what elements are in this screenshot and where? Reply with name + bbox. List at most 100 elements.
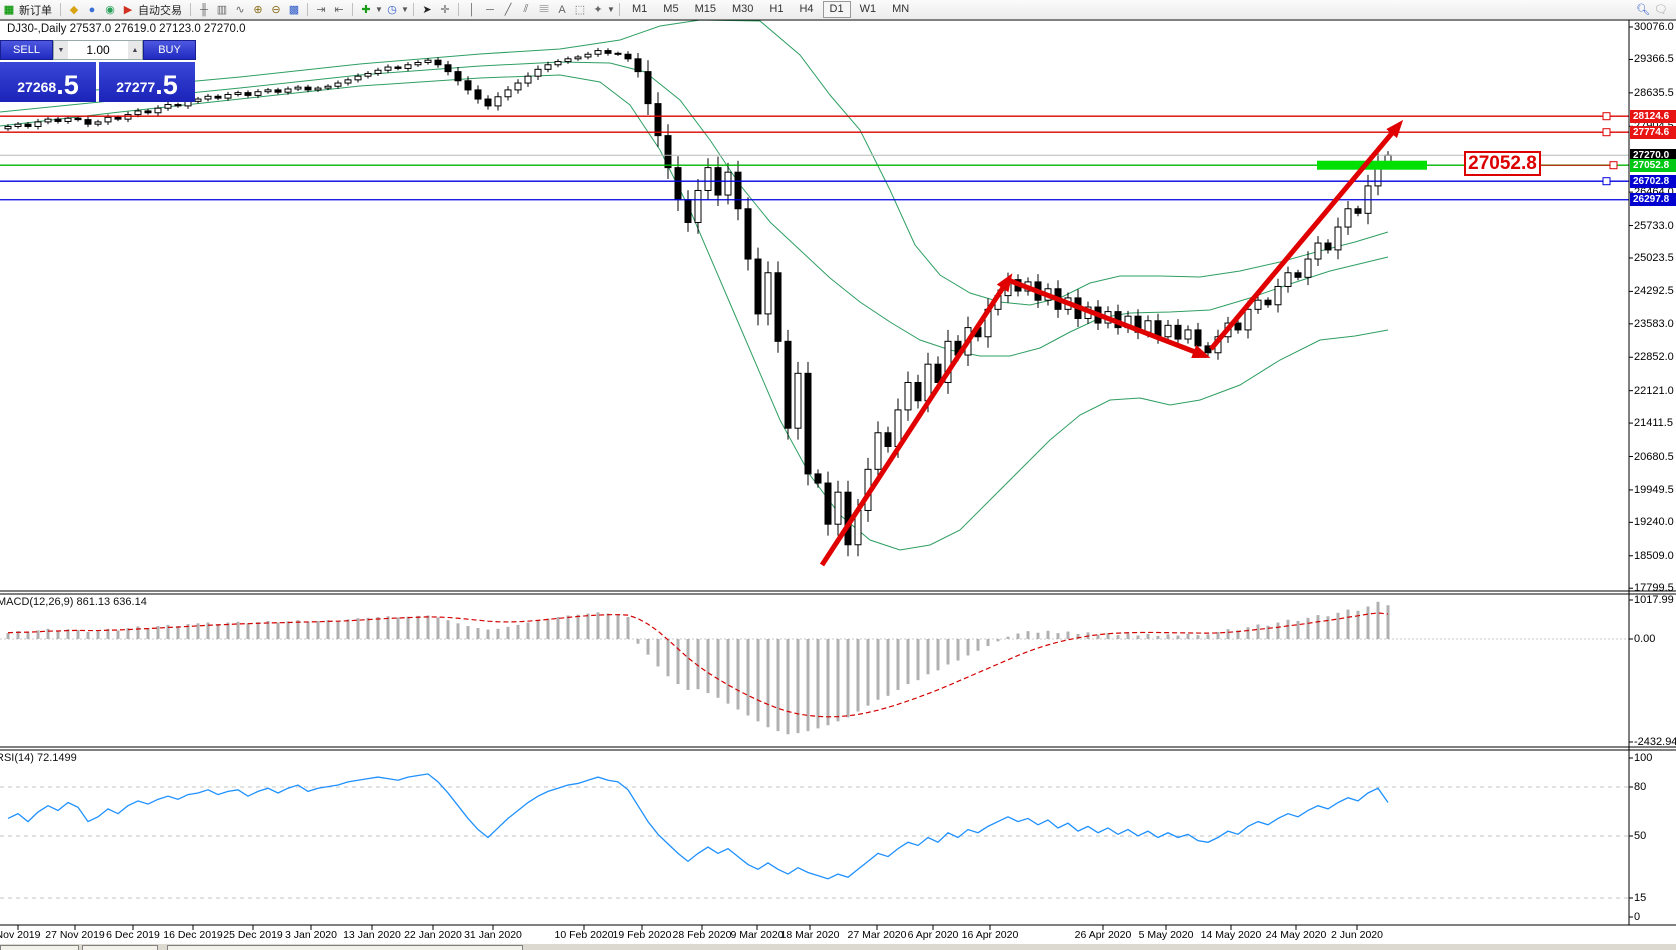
date-label: 13 Jan 2020 (343, 929, 401, 941)
date-label: 27 Mar 2020 (847, 929, 907, 941)
date-label: 22 Jan 2020 (404, 929, 462, 941)
text-icon[interactable]: A (558, 3, 566, 16)
bar-chart-icon[interactable]: ╫ (200, 3, 208, 16)
timeframe-button-m30[interactable]: M30 (731, 3, 754, 15)
trend-arrow-segment[interactable] (819, 273, 1013, 567)
vertical-line-icon[interactable]: │ (468, 3, 476, 16)
chart-tab-1[interactable] (0, 945, 79, 950)
date-label: 2 Jun 2020 (1331, 929, 1383, 941)
rsi-scale-label: 50 (1634, 830, 1647, 842)
sell-button[interactable]: SELL (0, 40, 53, 60)
bull-candle (544, 64, 552, 70)
bull-candle (234, 92, 242, 95)
search-icon[interactable]: 🔍︎ (1636, 4, 1650, 16)
zoom-out-icon[interactable]: ⊖ (271, 4, 281, 16)
candlestick-chart-icon[interactable]: ▥ (216, 4, 228, 16)
trend-arrow-segment[interactable] (1007, 277, 1211, 358)
chart-tab-3[interactable] (167, 945, 523, 950)
tile-windows-icon[interactable]: ▩ (288, 4, 300, 16)
bull-candle (264, 89, 272, 93)
line-anchor-marker[interactable] (1602, 128, 1611, 137)
bull-candle (1304, 258, 1312, 278)
bull-candle (1274, 285, 1282, 306)
line-anchor-marker[interactable] (1602, 112, 1611, 121)
price-tick-label: 24292.5 (1634, 285, 1674, 298)
macd-signal-line (7, 612, 1389, 718)
chart-tab-2[interactable] (82, 945, 158, 950)
indicators-icon[interactable]: ✚ (361, 4, 371, 16)
price-tag-26702.8: 26702.8 (1630, 174, 1676, 188)
volume-decrease-button[interactable]: ▼ (54, 41, 68, 59)
new-order-icon[interactable]: ▦ (3, 4, 15, 16)
period-dropdown-icon[interactable]: ▼ (401, 5, 409, 14)
line-anchor-marker[interactable] (1602, 177, 1611, 186)
bear-candle (1234, 322, 1242, 331)
toolbar-separator (413, 3, 414, 16)
price-tick-label: 19949.5 (1634, 483, 1674, 496)
buy-button[interactable]: BUY (143, 40, 196, 60)
date-label: 28 Feb 2020 (672, 929, 732, 941)
price-tick-label: 25023.5 (1634, 251, 1674, 264)
bear-candle (1194, 329, 1202, 347)
text-label-icon[interactable]: ⬚ (574, 4, 586, 16)
callout-anchor-marker[interactable] (1609, 161, 1618, 170)
trendline-icon[interactable]: ╱ (504, 4, 512, 16)
timeframe-button-d1[interactable]: D1 (822, 1, 851, 18)
price-callout-label[interactable]: 27052.8 (1464, 151, 1541, 176)
cursor-icon[interactable]: ➤ (422, 4, 432, 16)
timeframe-button-h1[interactable]: H1 (769, 3, 784, 15)
timeframe-button-m15[interactable]: M15 (694, 3, 716, 15)
timeframe-button-h4[interactable]: H4 (799, 3, 814, 15)
timeframe-button-w1[interactable]: W1 (859, 3, 877, 15)
bull-candle (124, 114, 132, 120)
highlight-zone-rectangle[interactable] (1317, 160, 1427, 170)
shapes-icon[interactable]: ✦ (593, 4, 603, 16)
toolbar: ▦ 新订单 ◆ ● ◉ ▶ 自动交易 ╫ ▥ ∿ ⊕ ⊖ ▩ ⇥ ⇤ ✚ ▼ ◷… (0, 0, 1676, 19)
chart-shift-icon[interactable]: ⇤ (334, 4, 344, 16)
date-label: 9 Mar 2020 (730, 929, 784, 941)
bull-candle (204, 95, 212, 100)
bear-candle (464, 80, 472, 91)
crosshair-icon[interactable]: ✛ (440, 4, 450, 16)
date-label: 10 Feb 2020 (554, 929, 614, 941)
bull-candle (324, 85, 332, 89)
autotrading-button[interactable]: 自动交易 (138, 4, 182, 17)
bollinger-middle-band (0, 61, 1389, 357)
bull-candle (874, 432, 882, 470)
ask-price[interactable]: 27277.5 (99, 62, 195, 102)
zoom-in-icon[interactable]: ⊕ (253, 4, 263, 16)
new-order-button[interactable]: 新订单 (19, 4, 52, 17)
line-chart-icon[interactable]: ∿ (235, 4, 245, 16)
timeframe-button-m5[interactable]: M5 (663, 3, 679, 15)
history-center-icon[interactable]: ◆ (69, 4, 79, 16)
equidistant-channel-icon[interactable]: ⫽ (523, 3, 529, 15)
bear-candle (934, 363, 942, 383)
trend-arrow-segment[interactable] (1209, 119, 1404, 351)
bear-candle (214, 95, 222, 99)
bear-candle (654, 103, 662, 137)
auto-scroll-icon[interactable]: ⇥ (316, 4, 326, 16)
bear-candle (394, 66, 402, 69)
bull-candle (1244, 308, 1252, 331)
period-clock-icon[interactable]: ◷ (387, 4, 397, 16)
fibonacci-icon[interactable]: 𝄙 (539, 3, 549, 15)
timeframe-button-m1[interactable]: M1 (632, 3, 648, 15)
signals-icon[interactable]: ◉ (105, 4, 115, 16)
chat-icon[interactable]: 🗨︎ (1654, 4, 1668, 16)
toolbar-separator (352, 3, 353, 16)
price-tick-label: 21411.5 (1634, 417, 1673, 430)
date-label: Nov 2019 (0, 929, 41, 941)
indicators-dropdown-icon[interactable]: ▼ (375, 5, 383, 14)
price-tag-27052.8: 27052.8 (1630, 158, 1676, 172)
shapes-dropdown-icon[interactable]: ▼ (607, 5, 615, 14)
volume-input[interactable]: 1.00 (86, 43, 110, 57)
autotrading-icon[interactable]: ▶ (123, 4, 133, 16)
volume-increase-button[interactable]: ▲ (128, 41, 142, 59)
profile-icon[interactable]: ● (88, 3, 96, 16)
timeframe-button-mn[interactable]: MN (892, 3, 910, 15)
bid-price[interactable]: 27268.5 (0, 62, 96, 102)
toolbar-separator (619, 3, 620, 16)
horizontal-line-icon[interactable]: ─ (486, 3, 494, 16)
bull-candle (314, 87, 322, 91)
date-label: 18 Mar 2020 (780, 929, 840, 941)
